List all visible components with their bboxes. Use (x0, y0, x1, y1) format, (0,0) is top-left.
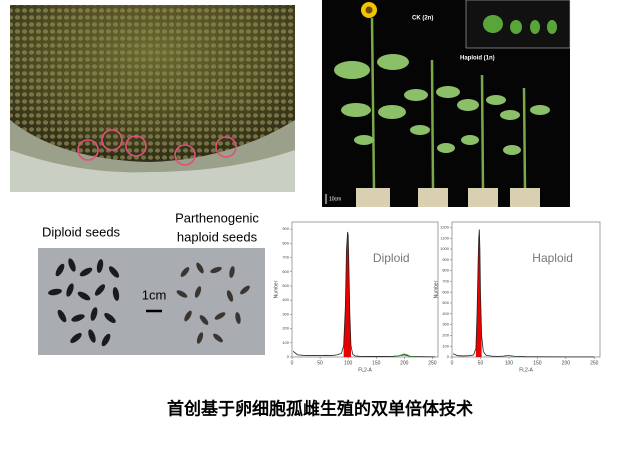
y-tick-label: 900 (282, 226, 289, 231)
y-tick-label: 200 (442, 332, 449, 337)
x-tick-label: 0 (451, 360, 454, 366)
x-tick-label: 150 (372, 360, 381, 366)
y-tick-label: 200 (282, 326, 289, 331)
ck-label: CK (2n) (412, 16, 433, 22)
x-tick-label: 150 (533, 360, 542, 366)
y-tick-label: 500 (442, 300, 449, 305)
haploid-seeds-label: Parthenogenic (175, 210, 259, 225)
x-tick-label: 50 (478, 360, 484, 366)
x-tick-label: 100 (344, 360, 353, 366)
plants-photo: CK (2n) Haploid (1n) 10cm (322, 0, 571, 207)
x-tick-label: 200 (562, 360, 571, 366)
peak-fill (343, 231, 351, 357)
y-tick-label: 300 (282, 311, 289, 316)
plot-frame (291, 221, 439, 358)
seeds-photo: 1cm (38, 248, 265, 355)
x-tick-label: 250 (590, 360, 599, 366)
y-tick-label: 500 (282, 283, 289, 288)
seed-scale: 1cm (142, 287, 167, 302)
y-tick-label: 1100 (440, 235, 449, 240)
y-tick-label: 900 (442, 257, 449, 262)
histogram-line (503, 354, 515, 357)
y-tick-label: 800 (282, 240, 289, 245)
chart-title: Haploid (532, 251, 573, 265)
peak-fill (475, 229, 482, 357)
y-axis-label: Number (273, 280, 279, 298)
x-tick-label: 50 (317, 360, 323, 366)
y-axis-label: Number (433, 280, 439, 298)
x-tick-label: 100 (505, 360, 514, 366)
haploid-seeds-label: haploid seeds (177, 229, 258, 244)
chart-title: Diploid (373, 251, 410, 265)
y-tick-label: 400 (282, 297, 289, 302)
x-tick-label: 200 (400, 360, 409, 366)
y-tick-label: 700 (282, 255, 289, 260)
histogram-line (393, 353, 416, 358)
histogram-line (292, 231, 436, 358)
y-tick-label: 100 (282, 340, 289, 345)
y-tick-label: 800 (442, 268, 449, 273)
y-tick-label: 1200 (440, 224, 450, 229)
x-tick-label: 0 (291, 360, 294, 366)
y-tick-label: 0 (287, 354, 290, 359)
y-tick-label: 700 (442, 278, 449, 283)
y-tick-label: 600 (442, 289, 449, 294)
caption: 首创基于卵细胞孤雌生殖的双单倍体技术 (167, 399, 473, 420)
y-tick-label: 1000 (440, 246, 450, 251)
x-axis-label: FL2-A (519, 367, 533, 373)
plot-frame (451, 221, 601, 358)
y-tick-label: 0 (447, 354, 450, 359)
y-tick-label: 600 (282, 269, 289, 274)
y-tick-label: 300 (442, 322, 449, 327)
haploid-label: Haploid (1n) (460, 56, 495, 62)
diploid-seeds-label: Diploid seeds (42, 224, 121, 239)
sunflower-photo (10, 5, 295, 192)
y-tick-label: 400 (442, 311, 449, 316)
plant-scale: 10cm (329, 196, 341, 202)
x-axis-label: FL2-A (358, 367, 372, 373)
x-tick-label: 250 (428, 360, 437, 366)
histogram-line (452, 229, 595, 358)
y-tick-label: 100 (442, 343, 449, 348)
